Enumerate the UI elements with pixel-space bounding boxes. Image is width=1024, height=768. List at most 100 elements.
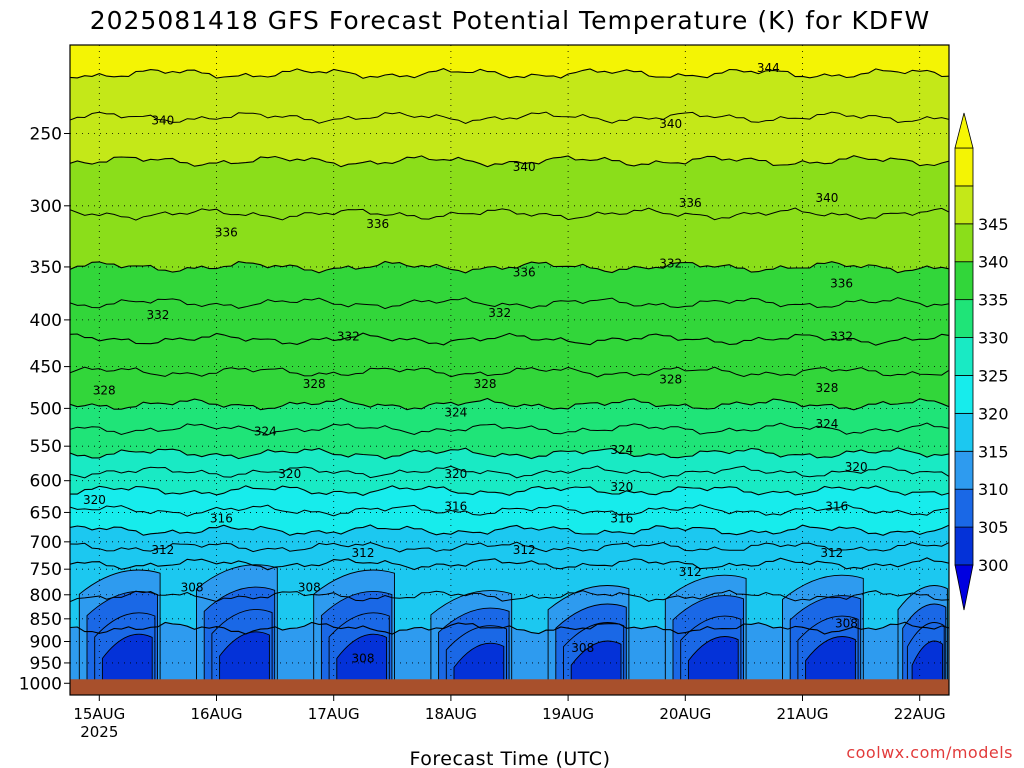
x-tick-year: 2025 [80,723,118,741]
y-tick-label: 950 [30,654,62,674]
y-tick-label: 750 [30,560,62,580]
contour-label: 312 [679,565,702,579]
colorbar-label: 325 [978,366,1009,385]
boundary-layer-cell [196,564,278,684]
contour-label: 308 [835,616,858,630]
contour-label: 324 [254,424,277,438]
boundary-layer-contour [101,633,153,684]
colorbar-cell [954,488,974,528]
colorbar-cell [954,299,974,338]
boundary-layer-cell [78,569,161,684]
x-tick-label: 17AUG [308,705,360,723]
isotherm-minor [70,111,949,124]
contour-label: 340 [659,117,682,131]
colorbar: 300 305 310 315 320 325 330 335 340 345 [954,112,1009,611]
x-axis-label: Forecast Time (UTC) [410,748,611,768]
contour-label: 328 [93,384,116,398]
colorbar-cell [954,375,974,414]
colorbar-cell [954,261,974,301]
isotherm-340 [70,155,949,168]
contour-label: 340 [151,114,174,128]
boundary-layer-cell [897,585,948,684]
plot-frame [69,44,950,696]
contour-label: 324 [815,417,838,431]
y-tick-label: 350 [30,258,62,278]
y-tick-label: 400 [30,311,62,331]
contour-label: 324 [444,405,467,419]
contour-label: 308 [571,641,594,655]
ground-surface [70,679,949,695]
y-tick-label: 600 [30,472,62,492]
contour-label: 336 [513,266,536,280]
colorbar-cell [954,412,974,452]
boundary-layer-contour [687,636,739,684]
x-tick-label: 20AUG [659,705,711,723]
colorbar-cell [954,526,974,566]
x-tick-label: 18AUG [425,705,477,723]
contour-label: 312 [820,546,843,560]
y-tick-label: 500 [30,399,62,419]
x-tick-label: 19AUG [542,705,594,723]
contour-label: 320 [444,467,467,481]
isotherm-320 [70,485,949,496]
contour-label: 328 [815,381,838,395]
contour-label: 324 [610,443,633,457]
isotherm-328 [70,397,949,411]
contour-label: 340 [513,160,536,174]
boundary-layer-contour [805,636,856,684]
isotherm-minor [70,366,949,378]
chart-title: 2025081418 GFS Forecast Potential Temper… [90,6,931,35]
x-tick-label: 15AUG [73,705,125,723]
contour-label: 328 [303,377,326,391]
colorbar-label: 320 [978,404,1009,423]
colorbar-label: 300 [978,556,1009,575]
contour-label: 312 [352,546,375,560]
colorbar-cell [954,147,974,187]
colorbar-label: 315 [978,442,1009,461]
y-tick-label: 450 [30,358,62,378]
contour-label: 312 [151,543,174,557]
contour-label: 328 [474,377,497,391]
colorbar-cell [954,450,974,490]
y-tick-label: 300 [30,197,62,217]
isotherm-minor [70,589,949,603]
contour-label: 332 [146,308,169,322]
contour-label: 332 [659,257,682,271]
contour-label: 320 [278,467,301,481]
colorbar-under-arrow [954,564,974,611]
contour-label: 336 [215,226,238,240]
x-tick-label: 21AUG [777,705,829,723]
boundary-layer-contour [570,640,622,684]
boundary-layer-cell [664,574,747,684]
x-tick-label: 22AUG [894,705,946,723]
grid [70,45,949,695]
contour-label: 340 [815,191,838,205]
contour-label: 320 [845,460,868,474]
y-tick-label: 800 [30,586,62,606]
contour-label: 312 [513,543,536,557]
contour-label: 320 [610,480,633,494]
contour-label: 320 [83,493,106,507]
contour-label: 344 [757,61,780,75]
y-tick-label: 700 [30,533,62,553]
contour-label: 316 [210,511,233,525]
y-tick-label: 550 [30,437,62,457]
colorbar-label: 310 [978,480,1009,499]
contour-label: 308 [298,580,321,594]
plot-area: 344 340 340 340 340 336 336 336 336 336 332 332 332 3… [70,45,949,695]
contour-label: 332 [830,329,853,343]
colorbar-cell [954,185,974,225]
y-tick-label: 650 [30,503,62,523]
contour-label: 316 [610,511,633,525]
contour-label: 332 [337,329,360,343]
contour-label: 308 [352,652,375,666]
y-tick-label: 250 [30,124,62,144]
y-tick-label: 900 [30,632,62,652]
x-tick-label: 16AUG [191,705,243,723]
colorbar-label: 330 [978,329,1009,348]
contour-label: 336 [679,196,702,210]
y-tick-label: 850 [30,610,62,630]
contour-labels: 344 340 340 340 340 336 336 336 336 336 332 332 332 3… [83,61,868,666]
